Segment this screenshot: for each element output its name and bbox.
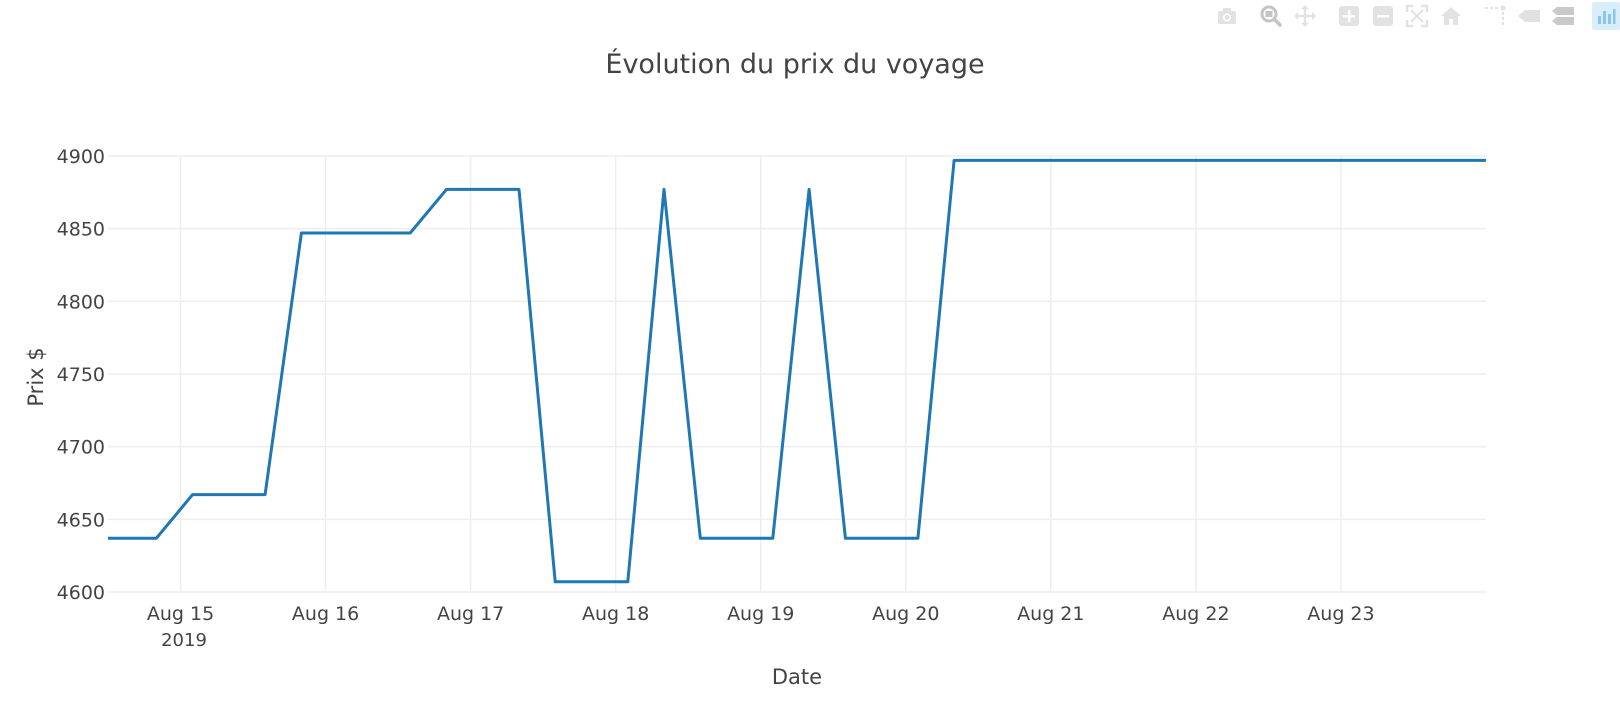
hover-closest-icon: [1518, 10, 1540, 22]
zoom-out-button[interactable]: [1368, 1, 1398, 31]
modebar: [1200, 0, 1620, 32]
modebar-group-2: [1256, 1, 1320, 31]
x-tick-label: Aug 17: [437, 603, 504, 625]
x-axis-year-label: 2019: [161, 630, 207, 651]
zoom-out-icon: [1373, 6, 1393, 26]
x-tick-label: Aug 20: [872, 603, 939, 625]
x-axis-label: Date: [772, 665, 822, 689]
reset-axes-button[interactable]: [1436, 1, 1466, 31]
autoscale-icon: [1405, 4, 1429, 28]
hover-compare-icon: [1552, 7, 1574, 25]
hover-closest-button[interactable]: [1514, 1, 1544, 31]
tick-layer: 4600 4650 4700 4750 4800 4850 4900 Aug 15 Aug 16…: [57, 146, 1375, 625]
modebar-group-4: [1480, 1, 1578, 31]
zoom-button[interactable]: [1256, 1, 1286, 31]
hover-compare-button[interactable]: [1548, 1, 1578, 31]
zoom-icon: [1260, 5, 1282, 27]
y-tick-label: 4700: [57, 437, 105, 459]
plotly-logo-link[interactable]: [1592, 2, 1620, 30]
y-tick-label: 4800: [57, 291, 105, 313]
download-plot-button[interactable]: [1212, 1, 1242, 31]
y-axis-label: Prix $: [24, 347, 48, 406]
x-tick-label: Aug 16: [292, 603, 359, 625]
spike-lines-icon: [1485, 5, 1506, 26]
autoscale-button[interactable]: [1402, 1, 1432, 31]
reset-axes-icon: [1441, 7, 1461, 25]
y-tick-label: 4850: [57, 219, 105, 241]
x-tick-label: Aug 23: [1307, 603, 1374, 625]
zoom-in-icon: [1339, 6, 1359, 26]
series-line: [108, 158, 1486, 584]
modebar-group-1: [1212, 1, 1242, 31]
x-tick-label: Aug 18: [582, 603, 649, 625]
pan-button[interactable]: [1290, 1, 1320, 31]
spike-lines-button[interactable]: [1480, 1, 1510, 31]
y-tick-label: 4600: [57, 582, 105, 604]
x-tick-label: Aug 19: [727, 603, 794, 625]
modebar-group-5: [1592, 2, 1620, 30]
grid-layer: [108, 155, 1486, 593]
chart-title: Évolution du prix du voyage: [605, 48, 984, 80]
y-tick-label: 4750: [57, 364, 105, 386]
modebar-group-3: [1334, 1, 1466, 31]
y-tick-label: 4900: [57, 146, 105, 168]
camera-icon: [1218, 8, 1236, 24]
plotly-logo-icon: [1598, 9, 1616, 24]
x-tick-label: Aug 22: [1162, 603, 1229, 625]
x-tick-label: Aug 15: [147, 603, 214, 625]
x-tick-label: Aug 21: [1017, 603, 1084, 625]
zoom-in-button[interactable]: [1334, 1, 1364, 31]
line-layer: [108, 158, 1486, 584]
pan-icon: [1294, 5, 1316, 27]
y-tick-label: 4650: [57, 509, 105, 531]
